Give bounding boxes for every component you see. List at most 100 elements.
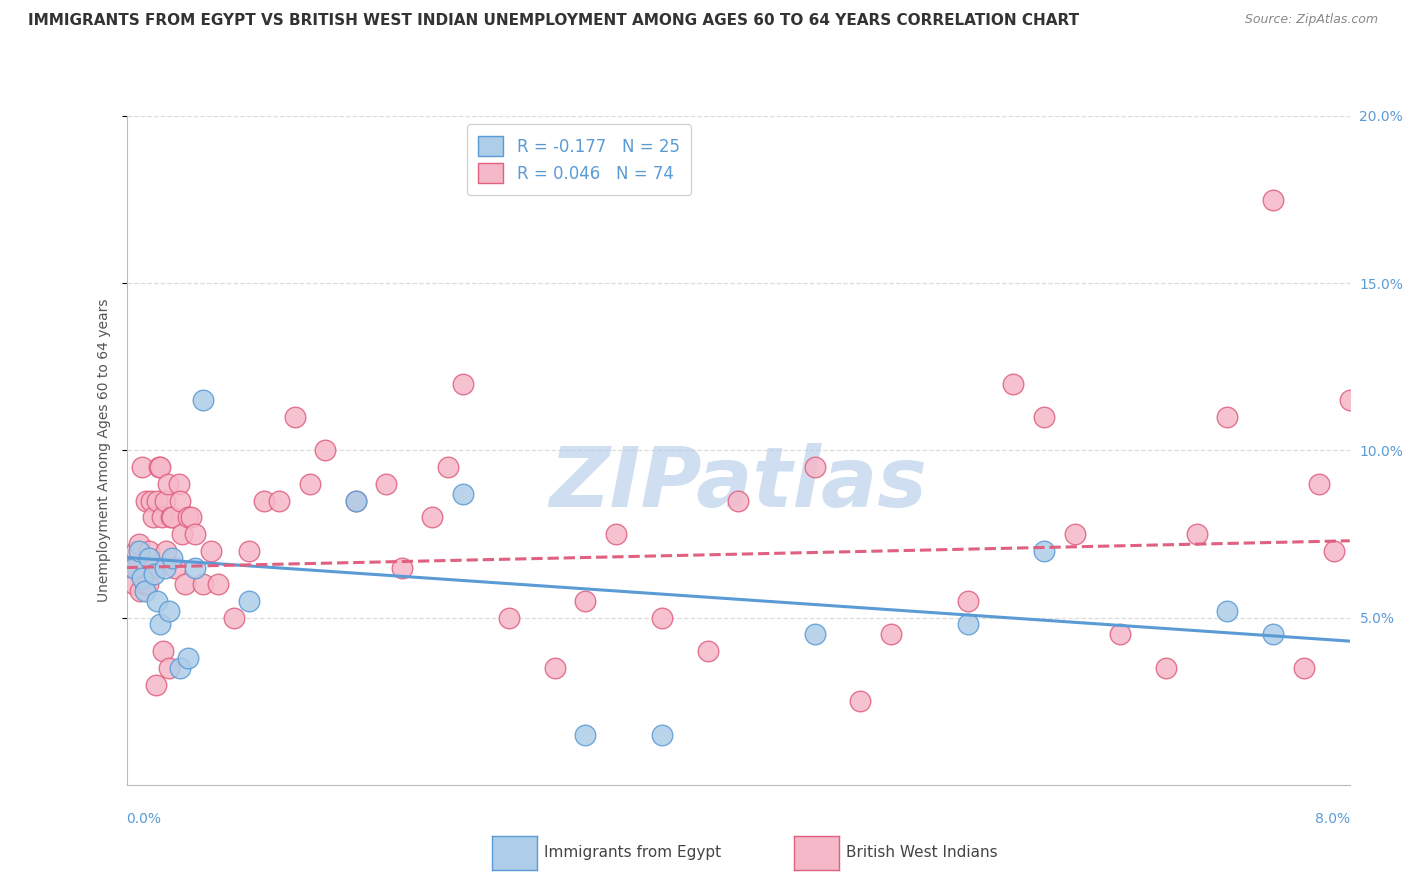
Point <box>849 694 872 708</box>
Point <box>422 510 444 524</box>
Point <box>167 476 190 491</box>
Point <box>184 527 207 541</box>
Point <box>1292 661 1315 675</box>
Point <box>149 617 172 632</box>
Point <box>651 611 673 625</box>
Point <box>238 543 260 558</box>
Point <box>131 571 153 585</box>
Point <box>138 543 160 558</box>
Point <box>173 577 195 591</box>
Point <box>314 443 336 458</box>
Point <box>238 594 260 608</box>
Point <box>1263 193 1285 207</box>
Point <box>131 460 153 475</box>
Point <box>162 510 184 524</box>
Point <box>129 583 152 598</box>
Point <box>253 493 276 508</box>
Point <box>1323 543 1346 558</box>
Point <box>180 510 202 524</box>
Point <box>344 493 367 508</box>
Point <box>803 627 825 641</box>
Point <box>299 476 322 491</box>
Point <box>605 527 627 541</box>
Point <box>135 493 157 508</box>
Point <box>727 493 749 508</box>
Point <box>1339 393 1361 408</box>
Point <box>207 577 229 591</box>
Point <box>134 577 156 591</box>
Text: Immigrants from Egypt: Immigrants from Egypt <box>544 846 721 860</box>
Point <box>880 627 903 641</box>
Y-axis label: Unemployment Among Ages 60 to 64 years: Unemployment Among Ages 60 to 64 years <box>97 299 111 602</box>
Point <box>269 493 291 508</box>
Point <box>1156 661 1178 675</box>
Point <box>436 460 458 475</box>
Point <box>143 567 166 582</box>
Point <box>1033 410 1056 425</box>
Point <box>1033 543 1056 558</box>
Point <box>191 577 214 591</box>
Point <box>127 560 149 574</box>
Point <box>177 651 200 665</box>
Point <box>157 604 180 618</box>
Point <box>155 543 177 558</box>
Point <box>157 661 180 675</box>
Point <box>153 493 176 508</box>
Text: 8.0%: 8.0% <box>1315 812 1350 826</box>
Point <box>1263 627 1285 641</box>
Point <box>120 560 142 574</box>
Point <box>1216 604 1239 618</box>
Point <box>139 493 162 508</box>
Text: ZIPatlas: ZIPatlas <box>550 443 927 524</box>
Point <box>574 728 596 742</box>
Point <box>136 577 159 591</box>
Point <box>1063 527 1085 541</box>
Point <box>391 560 413 574</box>
Point <box>153 560 176 574</box>
Point <box>169 661 191 675</box>
Point <box>160 510 183 524</box>
Point <box>375 476 398 491</box>
Point <box>156 476 179 491</box>
Text: 0.0%: 0.0% <box>127 812 162 826</box>
Point <box>696 644 718 658</box>
Point <box>344 493 367 508</box>
Point <box>956 594 979 608</box>
Point <box>134 583 156 598</box>
Point <box>122 560 145 574</box>
Point <box>1216 410 1239 425</box>
Point <box>148 460 170 475</box>
Text: IMMIGRANTS FROM EGYPT VS BRITISH WEST INDIAN UNEMPLOYMENT AMONG AGES 60 TO 64 YE: IMMIGRANTS FROM EGYPT VS BRITISH WEST IN… <box>28 13 1080 29</box>
Point <box>1002 376 1025 391</box>
Legend: R = -0.177   N = 25, R = 0.046   N = 74: R = -0.177 N = 25, R = 0.046 N = 74 <box>467 124 692 195</box>
Point <box>162 550 184 565</box>
Point <box>138 550 160 565</box>
Point <box>1109 627 1132 641</box>
Point <box>150 510 173 524</box>
Point <box>284 410 307 425</box>
Point <box>451 376 474 391</box>
Point <box>803 460 825 475</box>
Point <box>169 493 191 508</box>
Point <box>1185 527 1208 541</box>
Point <box>956 617 979 632</box>
Text: Source: ZipAtlas.com: Source: ZipAtlas.com <box>1244 13 1378 27</box>
Point <box>125 543 148 558</box>
Point <box>177 510 200 524</box>
Point <box>200 543 222 558</box>
Text: British West Indians: British West Indians <box>846 846 998 860</box>
Point <box>651 728 673 742</box>
Point <box>128 537 150 551</box>
Point <box>132 571 155 585</box>
Point <box>170 527 193 541</box>
Point <box>145 678 167 692</box>
Point <box>222 611 245 625</box>
Point <box>1308 476 1330 491</box>
Point <box>149 460 172 475</box>
Point <box>165 560 187 574</box>
Point <box>451 487 474 501</box>
Point <box>498 611 520 625</box>
Point <box>543 661 565 675</box>
Point <box>574 594 596 608</box>
Point <box>122 577 145 591</box>
